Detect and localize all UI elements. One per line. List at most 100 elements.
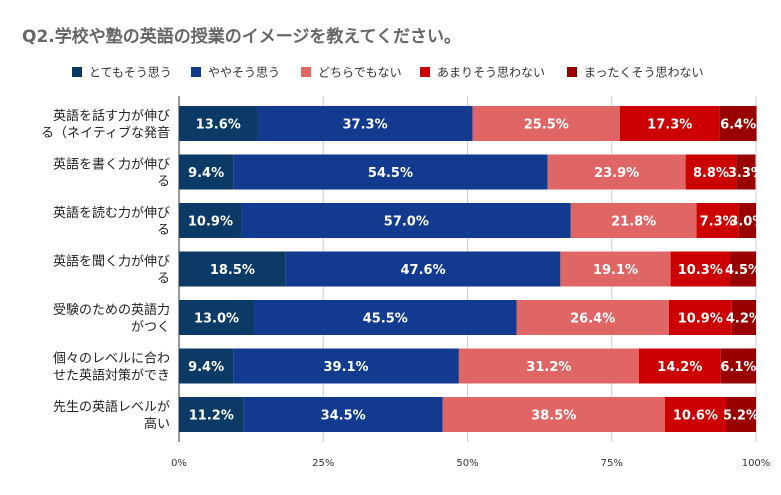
data-label-3-4: 4.5% <box>725 263 761 278</box>
bar-segment-1-0 <box>179 154 234 190</box>
legend: とてもそう思う ややそう思う どちらでもない あまりそう思わない まったくそう思わない <box>72 66 704 80</box>
bar-segment-3-3 <box>670 251 731 287</box>
data-label-3-0: 18.5% <box>210 263 255 278</box>
legend-label-2: どちらでもない <box>318 66 402 80</box>
bar-segment-5-3 <box>638 348 721 384</box>
bar-segment-3-0 <box>179 251 286 287</box>
bar-segment-5-2 <box>458 348 639 384</box>
bar-segment-2-3 <box>696 203 739 238</box>
bar-segment-5-0 <box>179 348 234 384</box>
legend-swatch-0 <box>72 67 82 77</box>
bar-segment-6-0 <box>179 397 244 432</box>
data-label-4-3: 10.9% <box>678 312 723 327</box>
category-label-5-0: 個々のレベルに合わ <box>53 352 170 367</box>
bar-segment-4-2 <box>516 300 669 335</box>
bar-segment-0-0 <box>179 106 258 141</box>
category-label-6-1: 高い <box>144 416 170 432</box>
bar-segment-3-4 <box>730 251 756 287</box>
bar-segment-5-1 <box>233 348 459 384</box>
bar-segment-0-3 <box>619 106 720 141</box>
bar-segment-6-3 <box>664 397 726 432</box>
data-label-1-2: 23.9% <box>594 166 639 181</box>
bar-segment-4-0 <box>179 300 255 335</box>
legend-swatch-1 <box>191 67 201 77</box>
category-label-0-0: 英語を話す力が伸び <box>53 108 170 124</box>
bar-segment-4-1 <box>254 300 517 335</box>
data-label-3-3: 10.3% <box>678 263 723 278</box>
legend-label-4: まったくそう思わない <box>584 66 704 80</box>
bar-segment-3-1 <box>285 251 561 287</box>
bar-segment-6-4 <box>725 397 756 432</box>
data-label-0-0: 13.6% <box>196 118 241 133</box>
data-label-1-1: 54.5% <box>368 166 413 181</box>
bar-segment-1-4 <box>736 154 756 190</box>
data-label-0-3: 17.3% <box>647 118 692 133</box>
data-label-6-2: 38.5% <box>531 409 576 424</box>
category-label-1-1: る <box>157 175 170 190</box>
legend-label-1: ややそう思う <box>208 66 280 80</box>
bars: 13.6% 37.3% 25.5% 17.3% 6.4% 9.4% 54.5% 23.9% 8.… <box>179 106 765 432</box>
category-label-2-0: 英語を読む力が伸び <box>53 205 170 221</box>
x-tick-label-2: 50% <box>456 458 478 469</box>
data-label-2-0: 10.9% <box>188 215 233 230</box>
category-label-2-1: る <box>157 223 170 238</box>
category-label-3-0: 英語を聞く力が伸び <box>53 254 170 270</box>
data-label-1-4: 3.3% <box>728 166 764 181</box>
data-label-6-4: 5.2% <box>723 409 759 424</box>
category-label-3-1: る <box>157 272 170 287</box>
x-axis-ticks: 0% 25% 50% 75% 100% <box>171 458 770 469</box>
x-tick-label-1: 25% <box>312 458 334 469</box>
category-label-0-1: る（ネイティブな発音 <box>41 125 170 141</box>
data-label-5-3: 14.2% <box>657 360 702 375</box>
bar-segment-6-1 <box>243 397 443 432</box>
bar-segment-1-3 <box>685 154 737 190</box>
data-label-3-1: 47.6% <box>401 263 446 278</box>
data-label-2-2: 21.8% <box>611 215 656 230</box>
data-label-3-2: 19.1% <box>593 263 638 278</box>
data-label-0-2: 25.5% <box>524 118 569 133</box>
data-label-5-2: 31.2% <box>526 360 571 375</box>
bar-segment-1-1 <box>233 154 548 190</box>
bar-segment-2-0 <box>179 203 242 238</box>
data-label-2-4: 3.0% <box>729 215 765 230</box>
data-label-0-4: 6.4% <box>720 118 756 133</box>
bar-segment-2-2 <box>570 203 697 238</box>
data-label-5-4: 6.1% <box>720 360 756 375</box>
data-label-0-1: 37.3% <box>343 118 388 133</box>
bar-segment-0-2 <box>472 106 620 141</box>
legend-swatch-2 <box>301 67 311 77</box>
data-label-2-1: 57.0% <box>384 215 429 230</box>
category-labels: 英語を話す力が伸びる（ネイティブな発音英語を書く力が伸びる英語を読む力が伸びる英… <box>41 108 170 432</box>
category-label-6-0: 先生の英語レベルが <box>53 399 170 415</box>
legend-label-0: とてもそう思う <box>89 66 172 80</box>
bar-segment-0-1 <box>257 106 473 141</box>
legend-label-3: あまりそう思わない <box>437 66 545 80</box>
legend-swatch-4 <box>567 67 577 77</box>
data-label-6-0: 11.2% <box>189 409 234 424</box>
data-label-2-3: 7.3% <box>700 215 736 230</box>
chart-title: Q2.学校や塾の英語の授業のイメージを教えてください。 <box>22 26 461 47</box>
data-label-4-0: 13.0% <box>194 312 239 327</box>
x-tick-label-4: 100% <box>742 458 771 469</box>
bar-segment-6-2 <box>442 397 665 432</box>
data-label-4-1: 45.5% <box>363 312 408 327</box>
data-label-5-1: 39.1% <box>323 360 368 375</box>
bar-segment-0-4 <box>719 106 757 141</box>
data-label-6-3: 10.6% <box>673 409 718 424</box>
bar-segment-2-4 <box>738 203 756 238</box>
bar-segment-2-1 <box>241 203 571 238</box>
data-label-6-1: 34.5% <box>321 409 366 424</box>
bar-segment-4-3 <box>668 300 732 335</box>
category-label-4-1: がつく <box>131 320 170 335</box>
bar-segment-5-4 <box>720 348 756 384</box>
data-label-1-3: 8.8% <box>693 166 729 181</box>
category-label-1-0: 英語を書く力が伸び <box>53 157 170 173</box>
legend-swatch-3 <box>420 67 430 77</box>
bar-segment-1-2 <box>547 154 686 190</box>
x-tick-label-3: 75% <box>601 458 623 469</box>
data-label-4-4: 4.2% <box>726 312 762 327</box>
category-label-5-1: せた英語対策ができ <box>53 368 170 384</box>
bar-segment-4-4 <box>731 300 756 335</box>
data-label-5-0: 9.4% <box>188 360 224 375</box>
